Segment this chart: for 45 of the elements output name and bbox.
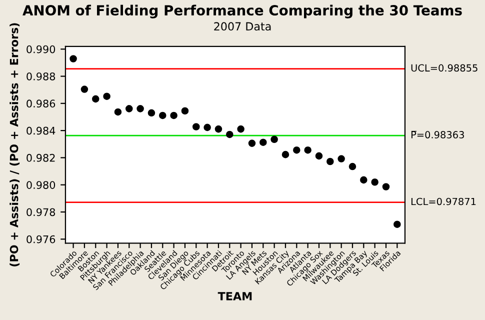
point — [293, 146, 300, 154]
chart-title: ANOM of Fielding Performance Comparing the 30 Teams — [22, 4, 462, 18]
x-axis-title: TEAM — [218, 292, 252, 300]
point — [136, 105, 144, 112]
point — [360, 176, 368, 184]
point — [260, 138, 267, 146]
point — [148, 109, 156, 117]
point — [394, 220, 401, 228]
point — [304, 146, 312, 154]
ref-line-label: P̅=0.98363 — [411, 130, 464, 138]
ref-line-label: UCL=0.98855 — [411, 64, 478, 72]
point — [92, 95, 100, 103]
y-tick-label: 0.984 — [26, 126, 56, 135]
point — [226, 130, 234, 138]
point — [248, 140, 256, 147]
point — [158, 112, 166, 120]
point — [326, 158, 334, 166]
y-tick-label: 0.988 — [26, 72, 56, 80]
point — [371, 178, 378, 186]
point — [103, 92, 110, 100]
y-axis-title: (PO + Assists) / (PO + Assists + Errors) — [10, 23, 20, 266]
point — [114, 108, 122, 116]
point — [270, 136, 278, 144]
point — [181, 107, 189, 115]
point — [338, 155, 345, 162]
point — [192, 123, 200, 130]
point — [170, 112, 178, 120]
y-tick-label: 0.990 — [26, 45, 56, 54]
point — [204, 124, 211, 132]
y-tick-label: 0.982 — [26, 154, 55, 162]
point — [237, 125, 244, 133]
y-tick-label: 0.976 — [26, 235, 56, 244]
chart-subtitle: 2007 Data — [214, 22, 271, 31]
point — [80, 86, 88, 93]
point — [70, 55, 77, 62]
point — [214, 125, 222, 133]
point — [125, 105, 133, 112]
y-tick-label: 0.978 — [26, 208, 56, 216]
y-tick-label: 0.980 — [26, 181, 56, 189]
point — [382, 183, 390, 190]
point — [315, 152, 323, 160]
ref-line-label: LCL=0.97871 — [411, 198, 476, 206]
point — [282, 150, 290, 158]
point — [348, 162, 356, 170]
y-tick-label: 0.986 — [26, 100, 56, 108]
